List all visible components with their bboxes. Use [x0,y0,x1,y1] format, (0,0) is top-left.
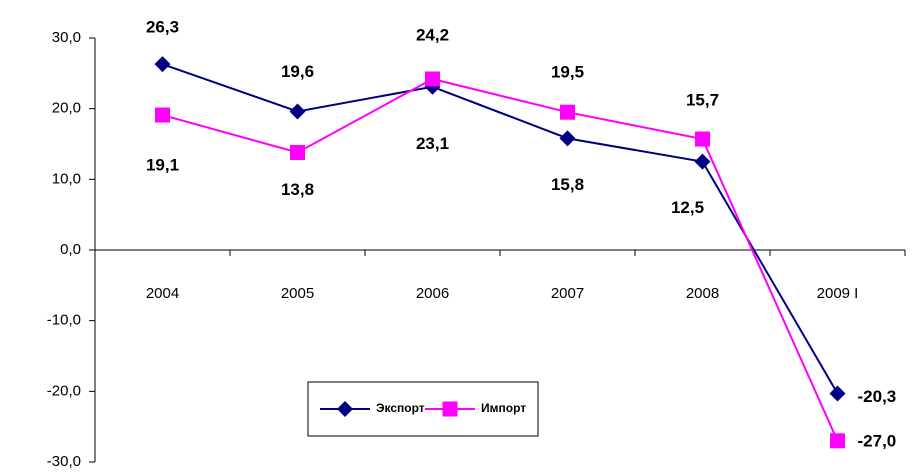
y-tick-label: 10,0 [52,170,81,187]
point [290,144,305,160]
legend-marker [442,401,458,417]
y-tick-label: -10,0 [47,312,81,329]
value-label: 15,8 [551,175,584,194]
x-tick-label: 2007 [551,285,584,302]
value-label: 19,1 [146,156,179,175]
value-label: 15,7 [686,91,719,110]
series-line [162,63,839,394]
value-label: 19,5 [551,63,584,82]
series-line [162,77,839,442]
point [694,153,711,170]
legend-marker [337,401,353,417]
x-tick-label: 2006 [416,285,449,302]
value-label: 24,2 [416,25,449,44]
y-tick-label: -20,0 [47,382,81,399]
point [829,385,846,402]
point [695,131,710,147]
value-label: 23,1 [416,134,449,153]
legend-label: Экспорт [376,401,425,415]
point [560,104,575,120]
y-tick-label: -30,0 [47,453,81,470]
value-label: 19,6 [281,62,314,81]
x-tick-label: 2005 [281,285,314,302]
x-tick-label: 2004 [146,285,179,302]
value-label: 12,5 [671,198,704,217]
point [155,107,170,123]
y-tick-label: 20,0 [52,100,81,117]
point [559,130,576,147]
value-label: -20,3 [858,387,897,406]
value-label: 26,3 [146,18,179,37]
x-tick-label: 2008 [686,285,719,302]
legend-label: Импорт [481,401,526,415]
point [830,433,845,449]
y-tick-label: 30,0 [52,29,81,46]
value-label: -27,0 [858,431,897,450]
value-label: 13,8 [281,180,314,199]
point [425,71,440,87]
y-tick-label: 0,0 [60,241,81,258]
x-tick-label: 2009 I [817,285,859,302]
point [289,103,306,120]
point [154,56,171,73]
